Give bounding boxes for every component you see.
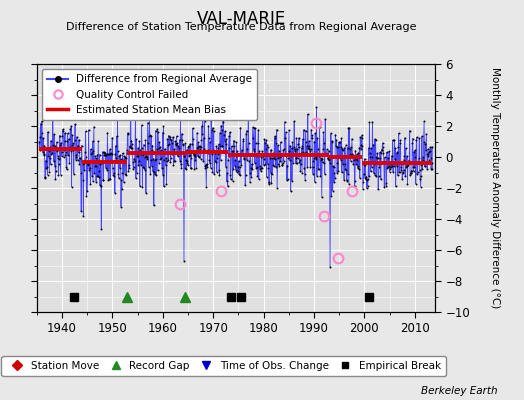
Y-axis label: Monthly Temperature Anomaly Difference (°C): Monthly Temperature Anomaly Difference (… [489, 67, 499, 309]
Legend: Station Move, Record Gap, Time of Obs. Change, Empirical Break: Station Move, Record Gap, Time of Obs. C… [2, 356, 446, 376]
Text: VAL-MARIE: VAL-MARIE [196, 10, 286, 28]
Text: Berkeley Earth: Berkeley Earth [421, 386, 498, 396]
Text: Difference of Station Temperature Data from Regional Average: Difference of Station Temperature Data f… [66, 22, 416, 32]
